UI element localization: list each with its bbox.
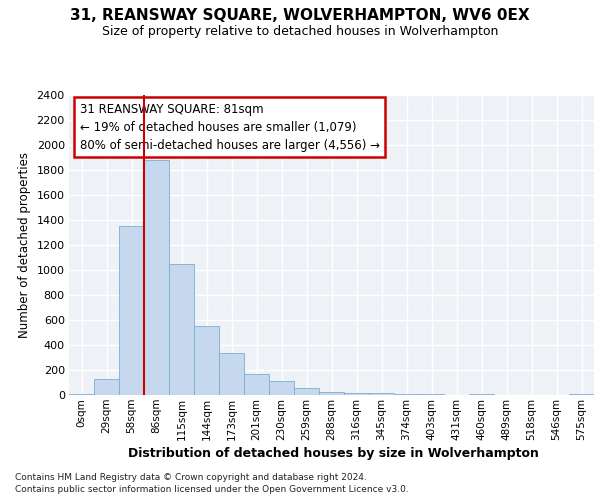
Text: Distribution of detached houses by size in Wolverhampton: Distribution of detached houses by size … (128, 448, 538, 460)
Bar (69, 394, 94, 395)
Text: 31, REANSWAY SQUARE, WOLVERHAMPTON, WV6 0EX: 31, REANSWAY SQUARE, WOLVERHAMPTON, WV6 … (70, 8, 530, 22)
Bar (169, 264, 194, 395)
Text: Contains public sector information licensed under the Open Government Licence v3: Contains public sector information licen… (15, 485, 409, 494)
Bar (269, 381, 294, 395)
Bar (394, 394, 419, 395)
Bar (569, 394, 594, 395)
Bar (344, 392, 369, 395)
Bar (294, 388, 319, 395)
Bar (144, 160, 169, 395)
Text: Contains HM Land Registry data © Crown copyright and database right 2024.: Contains HM Land Registry data © Crown c… (15, 472, 367, 482)
Bar (119, 226, 144, 395)
Bar (219, 352, 244, 395)
Bar (319, 392, 344, 395)
Bar (244, 374, 269, 395)
Bar (369, 393, 394, 395)
Text: 31 REANSWAY SQUARE: 81sqm
← 19% of detached houses are smaller (1,079)
80% of se: 31 REANSWAY SQUARE: 81sqm ← 19% of detac… (79, 102, 380, 152)
Bar (194, 326, 219, 395)
Y-axis label: Number of detached properties: Number of detached properties (18, 152, 31, 338)
Bar (419, 394, 444, 395)
Text: Size of property relative to detached houses in Wolverhampton: Size of property relative to detached ho… (102, 25, 498, 38)
Bar (469, 394, 494, 395)
Bar (94, 379, 119, 395)
